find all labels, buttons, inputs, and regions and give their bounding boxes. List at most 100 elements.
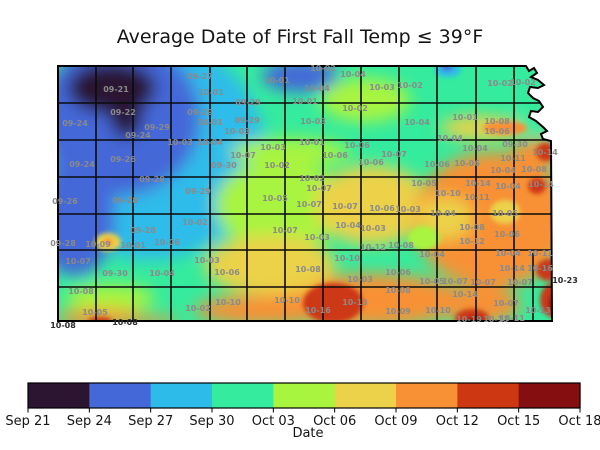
colorbar-tick-label: Oct 03 xyxy=(252,414,295,429)
county-date-label: 10-01 xyxy=(264,76,290,85)
county-date-label: 10-06 xyxy=(385,268,411,277)
county-date-label: 10-07 xyxy=(272,226,298,235)
county-date-label: 10-03 xyxy=(300,117,326,126)
county-date-label: 10-16 xyxy=(305,306,331,315)
county-date-label: 10-03 xyxy=(360,224,386,233)
county-date-label: 10-03 xyxy=(347,275,373,284)
county-date-label: 10-01 xyxy=(292,97,318,106)
county-date-label: 09-29 xyxy=(187,108,213,117)
county-date-label: 10-04 xyxy=(495,249,521,258)
county-date-label: 10-08 xyxy=(459,223,485,232)
county-date-label: 09-27 xyxy=(187,72,213,81)
county-date-label: 09-26 xyxy=(110,155,136,164)
county-date-label: 10-06 xyxy=(424,160,450,169)
county-date-label: 09-30 xyxy=(502,140,528,149)
colorbar-tick-label: Oct 12 xyxy=(436,414,479,429)
colorbar-segment xyxy=(212,383,274,408)
county-date-label: 10-14 xyxy=(528,180,554,189)
county-date-label: 10-10 xyxy=(435,189,461,198)
county-date-label: 10-07 xyxy=(381,150,407,159)
county-date-label: 10-07 xyxy=(332,202,358,211)
county-date-label: 10-06 xyxy=(494,230,520,239)
county-date-label: 10-13 xyxy=(483,315,509,324)
county-date-label: 10-01 xyxy=(198,88,224,97)
county-date-label: 10-03 xyxy=(194,256,220,265)
county-date-label: 10-19 xyxy=(456,315,482,324)
county-date-label: 10-14 xyxy=(499,264,525,273)
contour-fill xyxy=(58,66,552,321)
colorbar-segment xyxy=(518,383,581,408)
county-date-label: 10-04 xyxy=(490,166,516,175)
county-date-label: 10-02 xyxy=(487,79,513,88)
county-date-label: 10-06 xyxy=(454,159,480,168)
county-date-label: 10-04 xyxy=(437,134,463,143)
county-borders xyxy=(58,66,552,321)
county-date-label: 10-02 xyxy=(299,174,325,183)
county-date-label: 10-11 xyxy=(527,249,553,258)
county-date-label: 09-26 xyxy=(52,197,78,206)
county-date-label: 10-04 xyxy=(304,84,330,93)
county-date-label: 10-07 xyxy=(296,200,322,209)
county-date-label: 10-02 xyxy=(264,161,290,170)
county-date-label: 10-04 xyxy=(419,250,445,259)
colorbar-segment xyxy=(457,383,520,408)
county-date-label: 10-06 xyxy=(369,204,395,213)
county-date-label: 09-24 xyxy=(69,160,95,169)
county-date-label: 10-01 xyxy=(452,113,478,122)
county-date-label: 10-02 xyxy=(310,64,336,73)
county-date-label: 10-03 xyxy=(260,143,286,152)
county-date-label: 10-02 xyxy=(182,218,208,227)
county-date-label: 10-05 xyxy=(411,179,437,188)
county-date-label: 10-05 xyxy=(82,308,108,317)
county-date-label: 10-01 xyxy=(299,138,325,147)
county-date-label: 10-04 xyxy=(430,209,456,218)
county-date-label: 09-30 xyxy=(211,161,237,170)
county-date-label: 10-02 xyxy=(185,304,211,313)
county-date-label: 10-07 xyxy=(507,278,533,287)
county-date-label: 10-09 xyxy=(85,240,111,249)
county-date-label: 10-10 xyxy=(215,298,241,307)
county-date-label: 10-06 xyxy=(344,141,370,150)
county-date-label: 10-02 xyxy=(397,81,423,90)
chart-title: Average Date of First Fall Temp ≤ 39°F xyxy=(116,26,484,48)
colorbar-segment xyxy=(28,383,90,408)
county-date-label: 10-04 xyxy=(340,70,366,79)
county-date-label: 10-13 xyxy=(525,306,551,315)
colorbar-tick-label: Oct 15 xyxy=(497,414,540,429)
colorbar-axis-label: Date xyxy=(292,426,324,441)
county-date-label: 10-08 xyxy=(484,117,510,126)
county-date-label: 10-14 xyxy=(532,148,558,157)
county-date-label: 10-06 xyxy=(154,238,180,247)
colorbar-tick-label: Oct 09 xyxy=(374,414,417,429)
county-date-label: 10-03 xyxy=(369,83,395,92)
colorbar-tick-label: Oct 18 xyxy=(558,414,600,429)
colorbar-frame xyxy=(27,382,581,409)
colorbar-segment xyxy=(334,383,397,408)
colorbar-segment xyxy=(89,383,152,408)
county-date-label: 09-29 xyxy=(235,98,261,107)
county-date-label: 09-29 xyxy=(234,116,260,125)
state-border xyxy=(57,65,554,322)
county-date-label: 10-08 xyxy=(50,321,76,330)
county-date-label: 10-05 xyxy=(492,209,518,218)
county-date-label: 10-07 xyxy=(306,184,332,193)
colorbar-tick-label: Oct 06 xyxy=(313,414,356,429)
county-date-label: 10-16 xyxy=(527,264,553,273)
county-date-label: 10-14 xyxy=(465,179,491,188)
county-date-label: 10-01 xyxy=(197,118,223,127)
county-date-label: 09-29 xyxy=(144,123,170,132)
colorbar-segment xyxy=(273,383,336,408)
county-date-label: 10-03 xyxy=(395,205,421,214)
county-date-label: 10-11 xyxy=(464,193,490,202)
county-date-label: 10-03 xyxy=(167,138,193,147)
county-date-label: 09-28 xyxy=(50,239,76,248)
county-date-label: 10-10 xyxy=(334,254,360,263)
county-date-label: 10-12 xyxy=(459,237,485,246)
county-date-label: 10-03 xyxy=(304,233,330,242)
county-date-label: 10-10 xyxy=(274,296,300,305)
county-date-label: 10-08 xyxy=(68,287,94,296)
county-date-label: 10-10 xyxy=(425,306,451,315)
county-date-label: 10-05 xyxy=(419,277,445,286)
